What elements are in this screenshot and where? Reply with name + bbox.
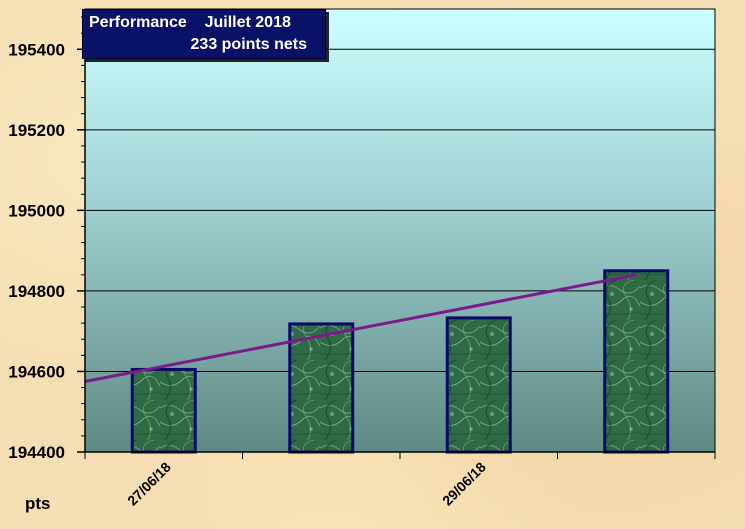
bar: [603, 269, 670, 454]
y-tick-label: 195200: [8, 121, 65, 140]
y-axis-unit-label: pts: [25, 494, 51, 513]
bar: [288, 322, 355, 454]
bar: [130, 367, 197, 454]
trendline: [84, 273, 637, 383]
y-tick-label: 194400: [8, 443, 65, 462]
y-tick-label: 194800: [8, 282, 65, 301]
y-tick-label: 194600: [8, 362, 65, 381]
chart-title-box: Performance Juillet 2018 233 points nets: [82, 9, 326, 59]
x-tick-label: 27/06/18: [124, 459, 174, 509]
y-tick-label: 195000: [8, 201, 65, 220]
chart-title: Performance Juillet 2018: [89, 14, 291, 31]
chart-subtitle: 233 points nets: [190, 36, 307, 53]
x-tick-label: 29/06/18: [439, 459, 489, 509]
y-tick-label: 195400: [8, 40, 65, 59]
bar: [445, 316, 512, 454]
